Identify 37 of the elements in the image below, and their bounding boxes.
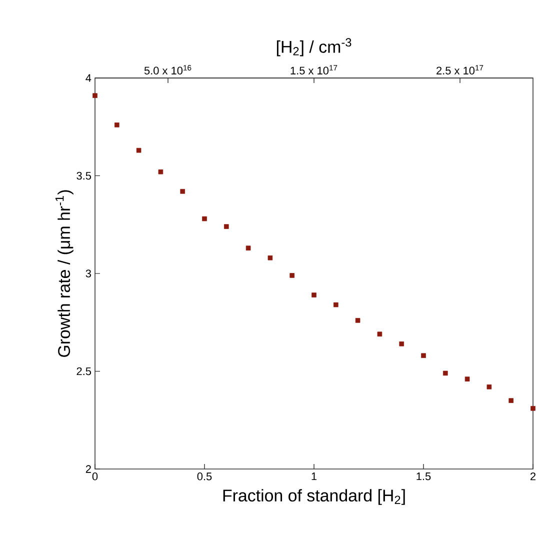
y-tick-label: 4 [85,74,91,82]
point [486,384,492,390]
x-tick-label: 1 [312,472,316,480]
y-tick-label: 3 [86,270,91,278]
point [399,341,404,346]
y-tick-label: 2 [86,465,91,473]
y-tick-label: 3.5 [76,172,91,180]
point [224,224,229,229]
point [158,169,163,174]
x2-tick-label: 5.0 x 10$^{16}$ [144,65,191,74]
point [268,255,272,260]
point [464,376,470,382]
point [136,148,142,153]
x2-tick-label: 2.5 x 10$^{17}$ [436,65,483,74]
x-tick-label: 0 [92,472,98,480]
y-axis-title: Growth rate / (μm hr$^{-1}$) [55,190,74,357]
y-tick-label: 2.5 [76,367,91,376]
point [180,188,185,194]
point [246,246,251,250]
point [114,122,120,128]
point [92,93,98,98]
x2-tick-label: 1.5 x 10$^{17}$ [290,65,337,74]
x-tick-label: 0.5 [197,472,212,480]
point [355,318,360,323]
point [202,216,207,222]
x-axis-title: Fraction of standard [H$_{2}$] [223,489,405,505]
point [420,353,426,358]
point [508,398,514,403]
point [311,292,316,298]
point [530,406,536,411]
point [442,370,448,376]
point [290,273,294,278]
x-tick-label: 2 [530,472,536,480]
point [333,302,338,308]
x-tick-label: 1.5 [416,472,430,480]
x2-axis-title: [H$_{2}$] / cm$^{-3}$ [276,38,352,56]
point [377,332,382,336]
